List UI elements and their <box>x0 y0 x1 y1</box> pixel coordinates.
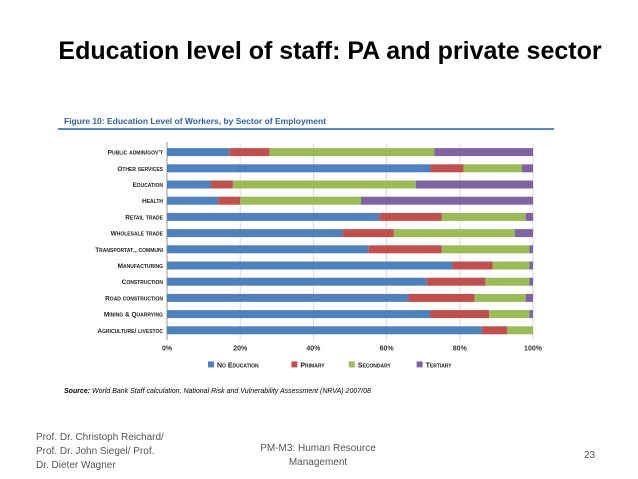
legend-label: Secondary <box>358 362 392 369</box>
x-tick-label: 80% <box>453 345 468 352</box>
legend-label: Tertiary <box>426 362 453 369</box>
bar-segment <box>218 196 241 205</box>
bar-segment <box>434 148 533 157</box>
bar-segment <box>529 310 533 319</box>
figure-caption-rule <box>58 128 554 130</box>
bar-segment <box>167 196 219 205</box>
bar-segment <box>441 212 526 221</box>
bar-segment <box>529 261 533 270</box>
bar-segment <box>485 277 530 286</box>
bar-segment <box>430 310 490 319</box>
category-label: Other services <box>117 166 163 173</box>
bar-segment <box>167 261 453 270</box>
bar-segment <box>474 293 526 302</box>
stacked-bar-chart: 0% 20% 40% 60% 80% 100% Public admin/gov't Othe… <box>95 142 543 369</box>
bar-segment <box>379 212 442 221</box>
legend-label: No Education <box>217 362 259 369</box>
bar-segment <box>269 148 435 157</box>
bar-segment <box>408 293 475 302</box>
bar-segment <box>229 148 270 157</box>
bar-segment <box>489 310 530 319</box>
bar-segment <box>426 277 486 286</box>
page-number: 23 <box>584 450 596 461</box>
category-label: Mining & Quarrying <box>104 312 163 319</box>
bar-segment <box>167 277 427 286</box>
figure-caption: Figure 10: Education Level of Workers, b… <box>64 116 326 126</box>
category-label: Public admin/gov't <box>108 150 163 157</box>
bar-segment <box>525 293 533 302</box>
bar-segment <box>492 261 530 270</box>
bar-segment <box>481 326 508 335</box>
bar-segment <box>393 229 515 238</box>
bar-segment <box>360 196 533 205</box>
legend-swatch <box>208 361 214 368</box>
bar-segment <box>342 229 394 238</box>
bar-segment <box>368 245 442 254</box>
footer-authors: Prof. Dr. Christoph Reichard/ Prof. Dr. … <box>36 432 164 471</box>
bar-segment <box>167 148 230 157</box>
bar-segment <box>167 310 431 319</box>
bar-segment <box>507 326 533 335</box>
bar-segment <box>529 277 533 286</box>
bar-segment <box>452 261 493 270</box>
bar-segment <box>430 164 464 173</box>
figure-source: Source: World Bank Staff calculation, Na… <box>64 388 371 395</box>
category-label: Wholesale trade <box>111 231 164 238</box>
slide-title: Education level of staff: PA and private… <box>58 37 602 65</box>
category-label: Transportat., communi <box>95 247 163 254</box>
bar-segment <box>167 164 431 173</box>
x-tick-label: 0% <box>162 345 173 352</box>
bar-segment <box>210 180 233 189</box>
legend-label: Primary <box>300 362 325 369</box>
x-tick-label: 20% <box>233 345 248 352</box>
source-label: Source: <box>64 388 91 395</box>
source-text: World Bank Staff calculation, National R… <box>92 388 371 395</box>
x-tick-label: 100% <box>524 345 543 352</box>
category-label: Road construction <box>105 295 163 302</box>
x-tick-label: 60% <box>380 345 395 352</box>
bar-segment <box>167 180 211 189</box>
category-label: Manufacturing <box>118 263 164 270</box>
bar-segment <box>514 229 533 238</box>
footer-course: PM-M3: Human Resource Management <box>260 443 376 468</box>
bar-segment <box>415 180 533 189</box>
bar-segment <box>167 293 409 302</box>
category-label: Agriculture/ livestoc <box>97 328 163 335</box>
bar-segment <box>240 196 361 205</box>
bar-segment <box>167 212 380 221</box>
bar-segment <box>232 180 416 189</box>
bar-segment <box>167 245 369 254</box>
legend-swatch <box>291 361 298 368</box>
bar-segment <box>522 164 533 173</box>
bar-segment <box>167 326 482 335</box>
x-tick-label: 40% <box>306 345 321 352</box>
bar-segment <box>525 212 533 221</box>
category-label: Construction <box>122 279 164 286</box>
bar-segment <box>441 245 530 254</box>
category-label: Retail trade <box>125 214 163 221</box>
bar-segment <box>167 229 343 238</box>
legend-swatch <box>416 361 423 368</box>
legend-swatch <box>348 361 355 368</box>
category-label: Health <box>142 198 163 205</box>
category-label: Education <box>133 182 164 189</box>
bar-segment <box>529 245 533 254</box>
bar-segment <box>463 164 523 173</box>
